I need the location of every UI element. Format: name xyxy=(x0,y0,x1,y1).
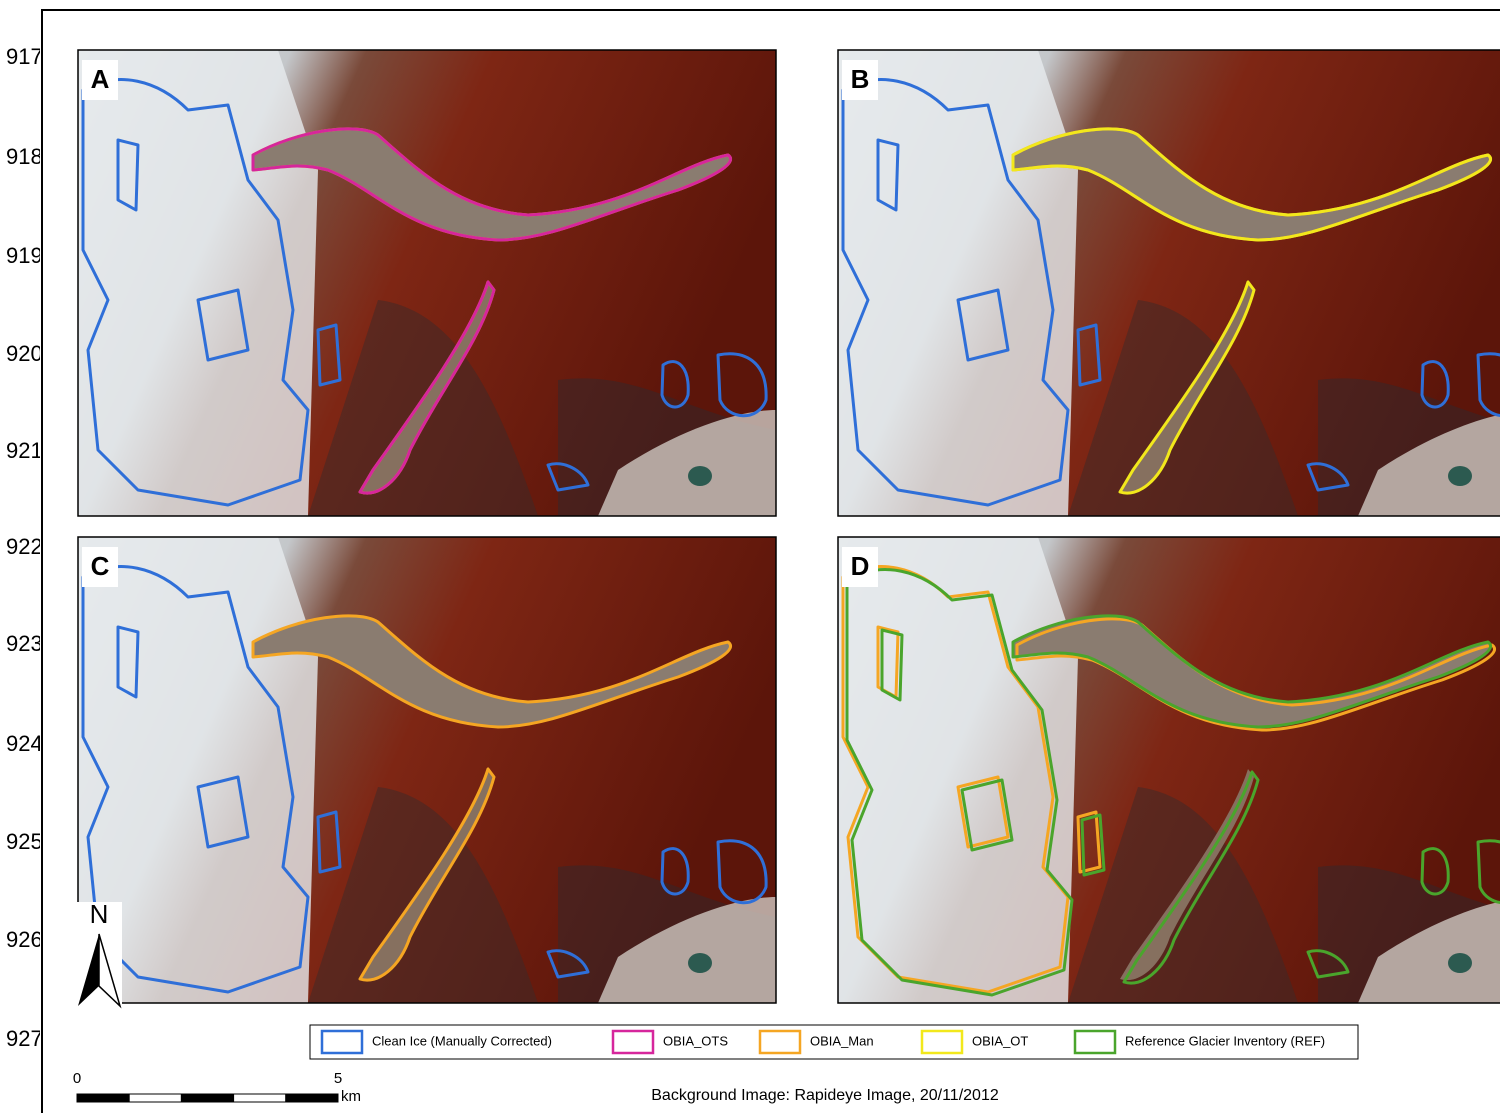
background-image xyxy=(838,537,1500,1003)
scale-segment xyxy=(234,1094,286,1102)
line-number: 926 xyxy=(6,927,43,952)
line-number: 919 xyxy=(6,243,43,268)
legend-label: OBIA_OT xyxy=(972,1033,1028,1048)
line-number: 924 xyxy=(6,731,43,756)
legend-label: OBIA_OTS xyxy=(663,1033,728,1048)
scale-label: 5 xyxy=(334,1070,342,1087)
map-image xyxy=(838,537,1500,1003)
panels: A B C D xyxy=(78,50,1500,1003)
scale-bar: 0 5km xyxy=(73,1070,361,1105)
line-numbers: 917 918 919 920 921 922 923 924 925 926 927 xyxy=(6,44,43,1051)
north-arrow: N xyxy=(76,899,122,1010)
panel-label: D xyxy=(851,551,870,581)
panel-label: A xyxy=(91,64,110,94)
background-image xyxy=(78,537,776,1003)
line-number: 917 xyxy=(6,44,43,69)
legend: Clean Ice (Manually Corrected) OBIA_OTS OB… xyxy=(310,1025,1358,1059)
map-panel: D xyxy=(838,537,1500,1003)
line-number: 918 xyxy=(6,144,43,169)
scale-segment xyxy=(77,1094,129,1102)
scale-segment xyxy=(129,1094,181,1102)
legend-label: OBIA_Man xyxy=(810,1033,874,1048)
scale-segment xyxy=(181,1094,233,1102)
line-number: 921 xyxy=(6,438,43,463)
map-panel: B xyxy=(838,50,1500,516)
background-image xyxy=(78,50,776,516)
caption: Background Image: Rapideye Image, 20/11/… xyxy=(651,1087,999,1104)
map-panel: A xyxy=(78,50,776,516)
line-number: 927 xyxy=(6,1026,43,1051)
background-image xyxy=(838,50,1500,516)
scale-segment xyxy=(286,1094,338,1102)
line-number: 925 xyxy=(6,829,43,854)
line-number: 920 xyxy=(6,341,43,366)
line-number: 922 xyxy=(6,534,43,559)
panel-label: B xyxy=(851,64,870,94)
north-label: N xyxy=(90,899,109,929)
map-panel: C xyxy=(78,537,776,1003)
map-image xyxy=(838,50,1500,516)
legend-label: Reference Glacier Inventory (REF) xyxy=(1125,1033,1325,1048)
line-number: 923 xyxy=(6,631,43,656)
map-image xyxy=(78,537,776,1003)
figure: 917 918 919 920 921 922 923 924 925 926 927 A B C D C… xyxy=(0,0,1500,1113)
legend-label: Clean Ice (Manually Corrected) xyxy=(372,1033,552,1048)
map-image xyxy=(78,50,776,516)
scale-label: 0 xyxy=(73,1070,81,1087)
scale-unit: km xyxy=(341,1088,361,1105)
panel-label: C xyxy=(91,551,110,581)
